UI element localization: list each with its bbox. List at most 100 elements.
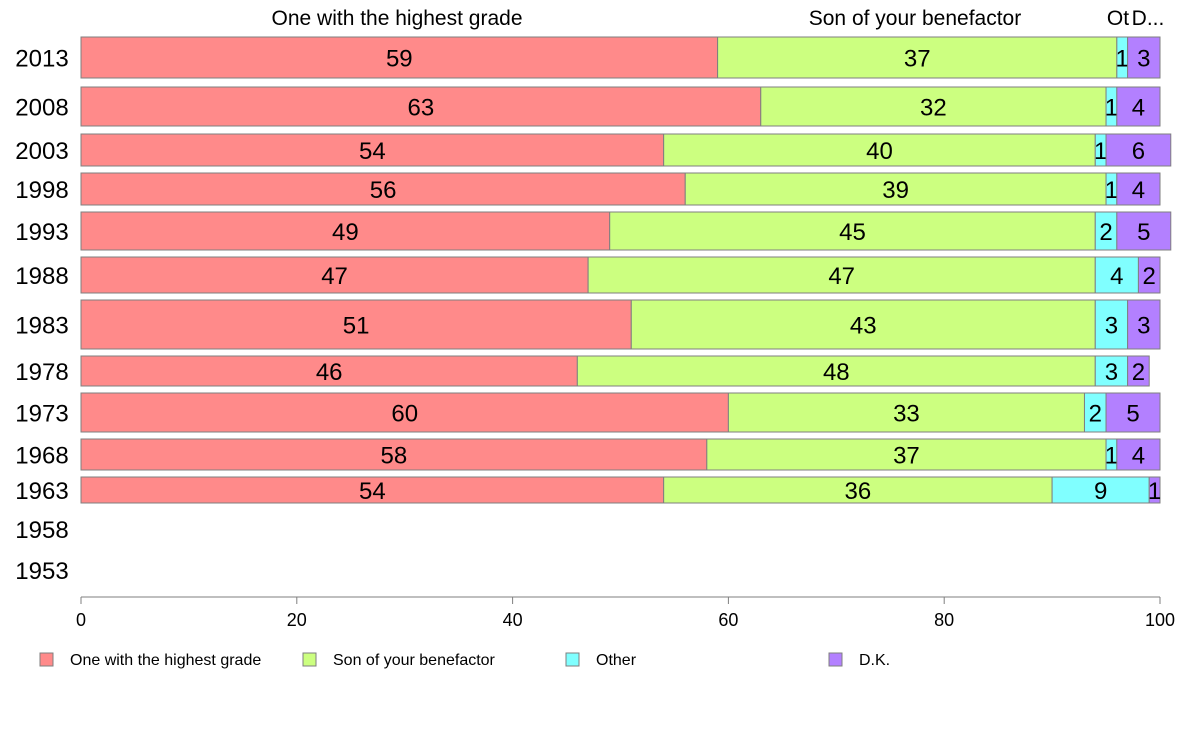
bar-segment-1993-s0: [80, 211, 611, 251]
legend-swatch-3: [828, 652, 843, 667]
bar-segment-1998-s1: [684, 172, 1107, 206]
bar-value-label-2003-s0: 54: [359, 138, 386, 165]
bar-segment-1963-s2: [1051, 476, 1150, 504]
bar-value-label-1988-s2: 4: [1110, 263, 1123, 290]
bar-value-label-1998-s1: 39: [882, 177, 909, 204]
bar-segment-2013-s0: [80, 36, 719, 79]
header-dk: D...: [1132, 7, 1165, 30]
year-label-1973: 1973: [15, 401, 68, 428]
x-tick-label-0: 0: [76, 610, 86, 630]
bar-segment-2013-s1: [717, 36, 1118, 79]
bar-value-label-1968-s0: 58: [381, 443, 408, 470]
bar-value-label-2008-s3: 4: [1132, 95, 1145, 122]
bar-segment-1993-s3: [1116, 211, 1172, 251]
bar-value-label-1993-s1: 45: [839, 219, 866, 246]
bar-value-label-2003-s3: 6: [1132, 138, 1145, 165]
bar-segment-1988-s2: [1094, 256, 1139, 294]
year-label-2013: 2013: [15, 46, 68, 73]
bar-segment-2003-s1: [663, 133, 1096, 167]
bar-value-label-1968-s1: 37: [893, 443, 920, 470]
year-label-2003: 2003: [15, 138, 68, 165]
bar-segment-1983-s0: [80, 299, 632, 350]
year-label-1998: 1998: [15, 177, 68, 204]
year-labels: 2013 2008 2003 1998 1993 1988 1983 1978 1973 1968…: [15, 46, 68, 586]
header-highest-grade: One with the highest grade: [272, 7, 523, 30]
bar-segment-1988-s0: [80, 256, 589, 294]
bar-segment-1998-s3: [1116, 172, 1161, 206]
year-label-1988: 1988: [15, 263, 68, 290]
bar-value-label-1973-s2: 2: [1089, 401, 1102, 428]
bar-value-label-1963-s1: 36: [845, 478, 872, 505]
bar-segment-1973-s0: [80, 392, 729, 433]
year-label-1983: 1983: [15, 313, 68, 340]
bar-segment-1978-s0: [80, 355, 578, 387]
bar-value-label-2008-s1: 32: [920, 95, 947, 122]
bar-value-label-1998-s2: 1: [1105, 177, 1118, 204]
bar-value-label-2003-s2: 1: [1094, 138, 1107, 165]
legend-label-3: D.K.: [859, 652, 890, 669]
legend-swatch-0: [39, 652, 54, 667]
bar-segment-1963-s1: [663, 476, 1053, 504]
legend-swatch-2: [565, 652, 580, 667]
bar-value-label-1998-s3: 4: [1132, 177, 1145, 204]
bar-value-label-1983-s2: 3: [1105, 313, 1118, 340]
x-tick-label-2: 40: [503, 610, 523, 630]
bar-segment-1978-s2: [1094, 355, 1129, 387]
bar-segment-1973-s3: [1105, 392, 1161, 433]
bar-value-label-1968-s3: 4: [1132, 443, 1145, 470]
x-axis: 0 20 40 60 80 100: [76, 596, 1175, 630]
bar-value-label-1978-s3: 2: [1132, 359, 1145, 386]
bar-value-label-2013-s3: 3: [1137, 46, 1150, 73]
bar-value-label-1978-s1: 48: [823, 359, 850, 386]
bar-segment-1973-s1: [727, 392, 1085, 433]
bar-value-label-1993-s2: 2: [1099, 219, 1112, 246]
bar-value-label-1973-s0: 60: [391, 401, 418, 428]
bar-segment-2003-s3: [1105, 133, 1172, 167]
bar-value-label-1973-s3: 5: [1126, 401, 1139, 428]
bar-value-label-2013-s2: 1: [1116, 46, 1129, 73]
bar-segment-1993-s1: [609, 211, 1096, 251]
legend-label-0: One with the highest grade: [70, 652, 261, 669]
legend-label-1: Son of your benefactor: [333, 652, 496, 669]
x-tick-label-5: 100: [1145, 610, 1175, 630]
bar-value-label-1963-s3: 1: [1148, 478, 1161, 505]
bar-value-label-1993-s0: 49: [332, 219, 359, 246]
bar-value-label-1963-s2: 9: [1094, 478, 1107, 505]
year-label-1993: 1993: [15, 219, 68, 246]
bar-segment-1978-s1: [576, 355, 1096, 387]
bar-segment-1978-s3: [1127, 355, 1150, 387]
bar-segment-1968-s3: [1116, 438, 1161, 471]
bar-segment-1988-s1: [587, 256, 1096, 294]
year-label-1978: 1978: [15, 359, 68, 386]
bar-segment-2008-s3: [1116, 86, 1161, 127]
year-label-2008: 2008: [15, 95, 68, 122]
bar-segment-2013-s3: [1127, 36, 1161, 79]
legend: One with the highest grade Son of your be…: [39, 652, 890, 669]
bar-value-label-2003-s1: 40: [866, 138, 893, 165]
bar-value-label-1983-s1: 43: [850, 313, 877, 340]
bar-value-label-2008-s2: 1: [1105, 95, 1118, 122]
year-label-1958: 1958: [15, 517, 68, 544]
header-benefactor: Son of your benefactor: [809, 7, 1021, 30]
x-tick-label-1: 20: [287, 610, 307, 630]
header-other: Ot: [1107, 7, 1129, 30]
bar-segment-1988-s3: [1137, 256, 1161, 294]
bar-value-label-2013-s1: 37: [904, 46, 931, 73]
x-tick-label-3: 60: [718, 610, 738, 630]
bar-value-label-1998-s0: 56: [370, 177, 397, 204]
bar-value-label-2013-s0: 59: [386, 46, 413, 73]
bar-value-label-1983-s0: 51: [343, 313, 370, 340]
bar-value-label-1983-s3: 3: [1137, 313, 1150, 340]
bar-segment-1963-s3: [1148, 476, 1161, 504]
bar-segment-2008-s1: [760, 86, 1107, 127]
bar-value-label-1988-s0: 47: [321, 263, 348, 290]
bar-value-label-1973-s1: 33: [893, 401, 920, 428]
bar-value-label-1978-s0: 46: [316, 359, 343, 386]
bar-value-label-2008-s0: 63: [408, 95, 435, 122]
year-label-1963: 1963: [15, 478, 68, 505]
legend-swatch-1: [302, 652, 317, 667]
bar-segment-1983-s3: [1127, 299, 1161, 350]
bar-value-label-1968-s2: 1: [1105, 443, 1118, 470]
bar-value-label-1988-s1: 47: [828, 263, 855, 290]
bar-value-label-1978-s2: 3: [1105, 359, 1118, 386]
